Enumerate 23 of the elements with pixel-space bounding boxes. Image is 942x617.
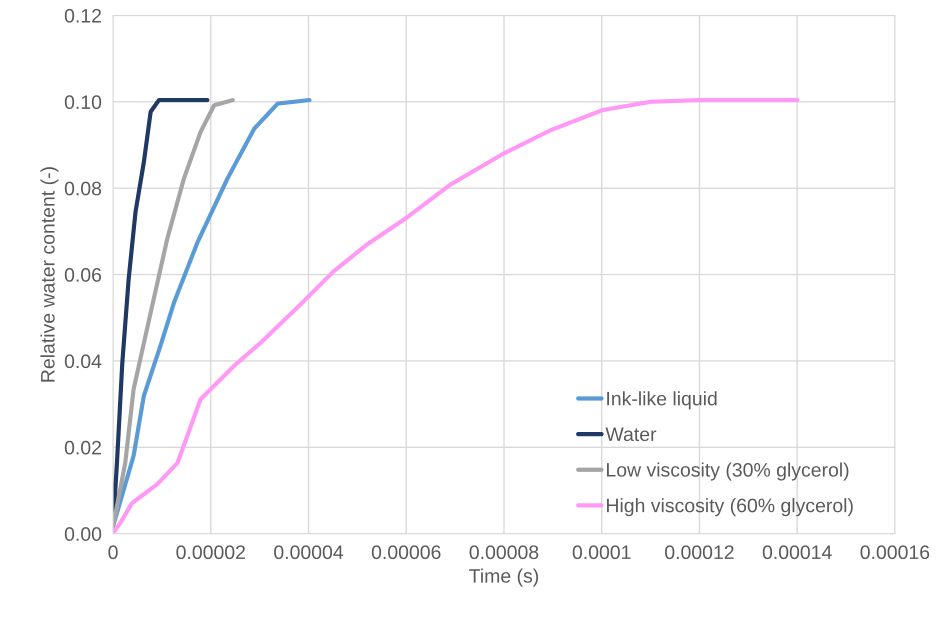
y-tick-label: 0.06 — [64, 268, 102, 282]
legend-label: Low viscosity (30% glycerol) — [607, 462, 848, 481]
y-tick-label: 0.04 — [64, 354, 102, 368]
y-tick-label: 0.02 — [64, 440, 101, 455]
legend-label: High viscosity (60% glycerol) — [607, 498, 853, 516]
x-axis-title: Time (s) — [469, 568, 538, 587]
x-tick-label: 0.00006 — [372, 545, 441, 560]
y-tick-label: 0.08 — [64, 182, 102, 196]
y-tick-label: 0.10 — [64, 95, 102, 110]
x-tick-label: 0.00016 — [860, 545, 930, 560]
x-tick-label: 0.00008 — [470, 545, 538, 560]
line-series — [113, 98, 235, 528]
y-tick-label: 0.12 — [64, 8, 101, 23]
x-tick-label: 0.00012 — [665, 545, 734, 560]
x-tick-label: 0.0001 — [572, 545, 630, 560]
x-tick-label: 0.00014 — [762, 545, 832, 560]
y-tick-label: 0.00 — [64, 527, 102, 541]
y-axis-title: Relative water content (-) — [40, 167, 59, 382]
legend-label: Water — [606, 428, 656, 442]
x-tick-label: 0.00002 — [176, 545, 245, 560]
x-tick-label: 0.00004 — [274, 545, 344, 560]
legend-label: Ink-like liquid — [607, 391, 717, 410]
x-tick-label: 0 — [108, 545, 118, 560]
